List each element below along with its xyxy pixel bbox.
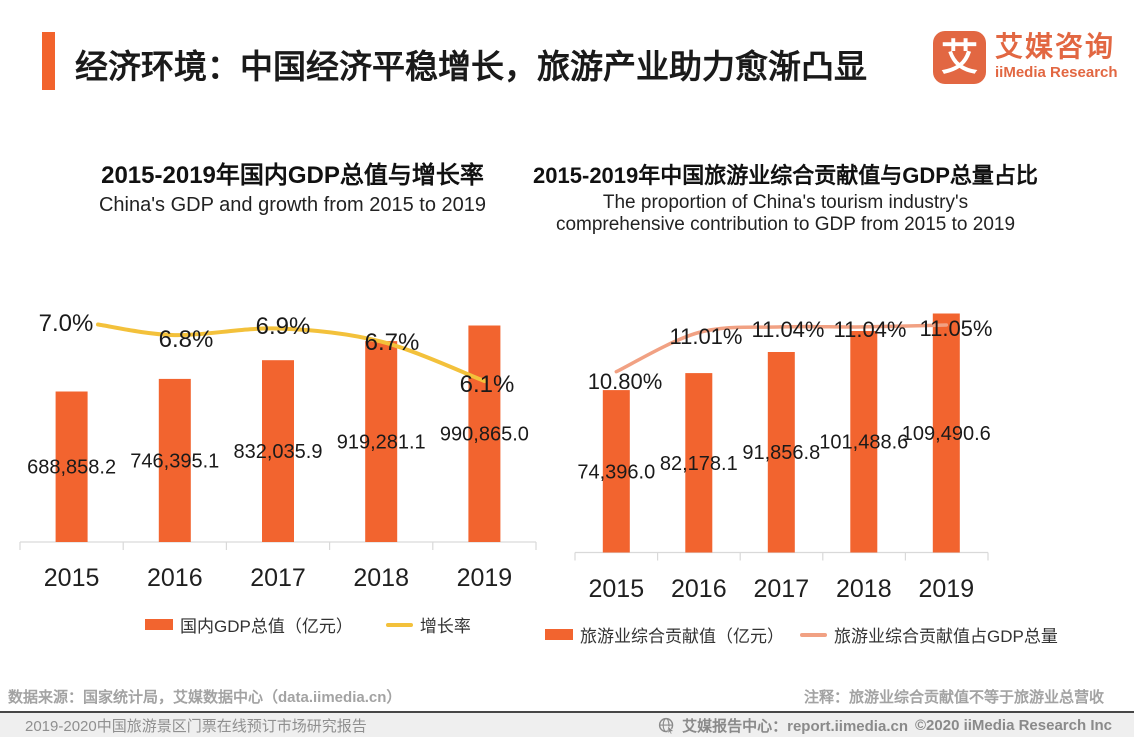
gdp-chart-subtitle: China's GDP and growth from 2015 to 2019 — [98, 193, 486, 216]
footer-right-block: 艾媒报告中心：report.iimedia.cn ©2020 iiMedia R… — [658, 715, 1112, 736]
x-axis-label: 2016 — [671, 575, 727, 603]
logo-text-block: 艾媒咨询 iiMedia Research — [995, 31, 1118, 81]
growth-line-legend-label: 增长率 — [419, 617, 471, 636]
bar-2018 — [365, 341, 398, 542]
line-value-label: 6.1% — [460, 371, 515, 398]
proportion-line-legend-swatch — [800, 632, 827, 637]
gdp-chart-heading: 2015-2019年国内GDP总值与增长率 China's GDP and gr… — [35, 162, 550, 217]
bar-value-label: 109,490.6 — [902, 423, 991, 445]
iimedia-logo: 艾 艾媒咨询 iiMedia Research — [933, 31, 1118, 84]
bar-2016 — [158, 378, 191, 542]
line-value-label: 6.9% — [256, 313, 311, 340]
bar-2017 — [262, 360, 294, 542]
data-source-text: 数据来源：国家统计局，艾媒数据中心（data.iimedia.cn） — [8, 689, 402, 706]
x-axis-label: 2019 — [457, 564, 513, 592]
iimedia-logo-icon: 艾 — [933, 31, 986, 84]
footer-report-center: 艾媒报告中心：report.iimedia.cn — [682, 717, 908, 735]
gdp-chart-title: 2015-2019年国内GDP总值与增长率 — [101, 162, 484, 189]
bar-value-label: 91,856.8 — [742, 442, 820, 464]
bar-2017 — [767, 352, 795, 553]
bar-value-label: 82,178.1 — [660, 453, 738, 475]
logo-name-en: iiMedia Research — [995, 64, 1118, 82]
x-axis-label: 2018 — [353, 564, 409, 592]
annotation-text: 注释：旅游业综合贡献值不等于旅游业总营收 — [803, 689, 1104, 706]
trend-line — [96, 322, 487, 383]
title-accent-bar — [42, 32, 55, 90]
bar-2019 — [468, 325, 501, 542]
globe-cursor-icon — [659, 717, 675, 734]
bar-value-label: 688,858.2 — [27, 457, 116, 479]
bar-value-label: 101,488.6 — [819, 432, 908, 454]
gdp-bar-legend-label: 国内GDP总值（亿元） — [180, 617, 353, 636]
gdp-chart-canvas: 688,858.2 746,395.1 832,035.9 919,281.1 990,… — [19, 310, 537, 592]
tourism-chart-title: 2015-2019年中国旅游业综合贡献值与GDP总量占比 — [533, 163, 1038, 188]
x-axis-label: 2015 — [588, 575, 644, 603]
bar-2016 — [685, 373, 713, 553]
line-value-label: 7.0% — [39, 310, 94, 337]
bar-2015 — [55, 391, 88, 542]
line-value-label: 11.04% — [834, 317, 907, 342]
line-value-label: 11.04% — [752, 317, 825, 342]
bar-value-label: 746,395.1 — [130, 451, 219, 473]
footer-bar: 2019-2020中国旅游景区门票在线预订市场研究报告 艾媒报告中心：repor… — [0, 711, 1134, 737]
bar-value-label: 919,281.1 — [337, 432, 426, 454]
footer-copyright: ©2020 iiMedia Research Inc — [915, 716, 1112, 734]
x-axis-label: 2017 — [250, 564, 306, 592]
line-value-label: 11.01% — [670, 324, 743, 349]
line-value-label: 6.8% — [159, 326, 214, 353]
tourism-chart-legend: 旅游业综合贡献值（亿元） 旅游业综合贡献值占GDP总量 — [545, 622, 1058, 647]
footer-report-title: 2019-2020中国旅游景区门票在线预订市场研究报告 — [25, 717, 367, 735]
gdp-bar-legend-swatch — [145, 619, 173, 630]
proportion-line-legend-label: 旅游业综合贡献值占GDP总量 — [834, 627, 1058, 646]
line-value-label: 6.7% — [365, 329, 420, 356]
bar-value-label: 832,035.9 — [234, 441, 323, 463]
tourism-chart-subtitle-line2: comprehensive contribution to GDP from 2… — [555, 214, 1016, 236]
x-axis-label: 2016 — [147, 564, 203, 592]
x-axis-label: 2015 — [44, 564, 100, 592]
bar-value-label: 990,865.0 — [440, 424, 529, 446]
bar-2015 — [602, 390, 630, 553]
tourism-chart-subtitle-line1: The proportion of China's tourism indust… — [602, 192, 969, 214]
tourism-bar-legend-swatch — [545, 629, 573, 640]
trend-line — [614, 323, 949, 374]
line-value-label: 10.80% — [588, 369, 663, 394]
tourism-chart-canvas: 74,396.0 82,178.1 91,856.8 101,488.6109,490… — [574, 313, 993, 603]
footnote-row: 数据来源：国家统计局，艾媒数据中心（data.iimedia.cn） 注释：旅游… — [0, 686, 1134, 708]
logo-name-cn: 艾媒咨询 — [995, 31, 1116, 62]
x-axis-label: 2017 — [753, 575, 809, 603]
x-axis-label: 2018 — [836, 575, 892, 603]
tourism-chart-heading: 2015-2019年中国旅游业综合贡献值与GDP总量占比 The proport… — [508, 163, 1063, 236]
bar-2019 — [932, 313, 960, 553]
growth-line-legend-swatch — [385, 622, 413, 627]
x-axis-label: 2019 — [918, 575, 974, 603]
gdp-chart-legend: 国内GDP总值（亿元） 增长率 — [145, 612, 471, 637]
bar-2018 — [850, 331, 878, 553]
line-value-label: 11.05% — [920, 316, 993, 341]
bar-value-label: 74,396.0 — [577, 461, 655, 483]
page-title: 经济环境：中国经济平稳增长，旅游产业助力愈渐凸显 — [75, 48, 867, 85]
tourism-bar-legend-label: 旅游业综合贡献值（亿元） — [580, 627, 784, 646]
